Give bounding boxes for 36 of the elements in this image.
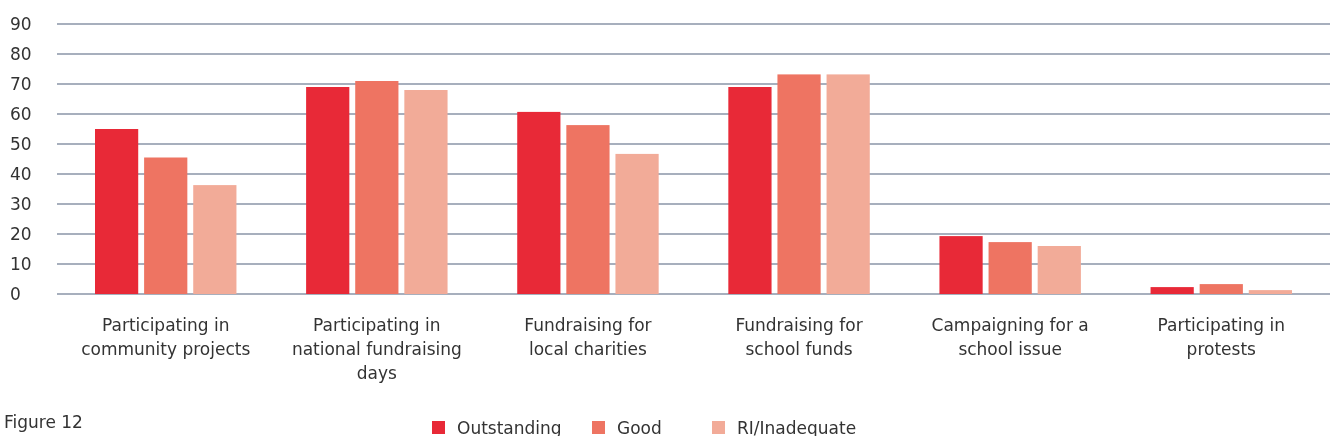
y-tick-label: 60 — [10, 103, 32, 124]
bar — [826, 74, 870, 294]
bar — [144, 157, 188, 294]
x-tick-label: Participating in national fundraising days — [291, 315, 462, 383]
y-tick-label: 0 — [10, 283, 21, 304]
x-tick-label: Participating in protests — [1157, 315, 1285, 359]
y-tick-label: 10 — [10, 253, 32, 274]
x-tick-label: Fundraising for local charities — [524, 315, 652, 359]
y-tick-label: 70 — [10, 73, 32, 94]
bar — [95, 129, 139, 294]
x-tick-label: Participating in community projects — [81, 315, 251, 359]
bar — [1150, 287, 1194, 294]
caption: Figure 12 — [4, 412, 83, 432]
bar — [355, 81, 399, 294]
y-tick-label: 90 — [10, 13, 32, 34]
bar — [988, 242, 1032, 294]
legend-label: Good — [617, 417, 662, 436]
bar — [1199, 284, 1243, 294]
bar — [728, 87, 772, 294]
bar — [566, 125, 610, 294]
bar — [517, 111, 561, 294]
bar — [939, 236, 983, 294]
bar — [193, 185, 237, 294]
bar — [1248, 290, 1292, 294]
bar — [1037, 246, 1081, 294]
bar — [615, 153, 659, 294]
x-tick-label: Campaigning for a school issue — [931, 315, 1089, 359]
y-tick-label: 30 — [10, 193, 32, 214]
y-tick-label: 50 — [10, 133, 32, 154]
bar — [777, 74, 821, 294]
y-tick-label: 40 — [10, 163, 32, 184]
x-tick-label: Fundraising for school funds — [735, 315, 863, 359]
bar — [306, 87, 350, 294]
y-tick-label: 80 — [10, 43, 32, 64]
bar — [404, 90, 448, 294]
y-tick-label: 20 — [10, 223, 32, 244]
